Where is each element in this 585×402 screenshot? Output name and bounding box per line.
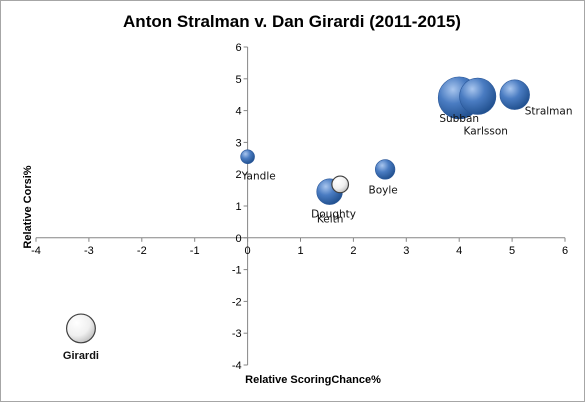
data-label-girardi: Girardi xyxy=(63,350,99,362)
y-tick-label: 4 xyxy=(235,106,241,118)
x-tick-label: 0 xyxy=(245,245,251,257)
x-tick-label: 3 xyxy=(403,245,409,257)
bubble-girardi[interactable] xyxy=(65,313,96,344)
data-label-subban: Subban xyxy=(439,113,479,125)
chart-title: Anton Stralman v. Dan Girardi (2011-2015… xyxy=(123,12,461,31)
data-label-boyle: Boyle xyxy=(369,184,398,196)
data-label-doughty: Doughty xyxy=(311,209,356,221)
bubble-keith[interactable] xyxy=(331,175,350,194)
y-axis-title: Relative Corsi% xyxy=(22,165,34,248)
y-tick-label: -3 xyxy=(232,328,242,340)
y-tick-label: -2 xyxy=(232,296,242,308)
data-label-stralman: Stralman xyxy=(525,106,573,118)
data-label-karlsson: Karlsson xyxy=(464,125,508,137)
bubble-yandle[interactable] xyxy=(240,149,255,164)
x-axis-title: Relative ScoringChance% xyxy=(245,374,381,386)
y-tick-label: 3 xyxy=(235,137,241,149)
bubbles-layer xyxy=(65,76,530,344)
data-label-yandle: Yandle xyxy=(241,171,276,183)
y-tick-label: -1 xyxy=(232,265,242,277)
x-tick-label: 4 xyxy=(456,245,462,257)
data-label-keith: Keith xyxy=(317,213,344,225)
y-tick-label: 0 xyxy=(235,233,241,245)
x-tick-label: -3 xyxy=(84,245,94,257)
x-tick-label: 2 xyxy=(350,245,356,257)
x-tick-label: -2 xyxy=(137,245,147,257)
bubble-boyle[interactable] xyxy=(375,159,396,180)
x-tick-label: 5 xyxy=(509,245,515,257)
bubble-karlsson[interactable] xyxy=(459,77,497,115)
x-tick-label: -4 xyxy=(31,245,41,257)
bubble-stralman[interactable] xyxy=(499,79,530,110)
y-tick-label: -4 xyxy=(232,360,242,372)
y-tick-label: 5 xyxy=(235,74,241,86)
x-tick-label: 6 xyxy=(562,245,568,257)
y-tick-label: 1 xyxy=(235,201,241,213)
x-tick-label: -1 xyxy=(190,245,200,257)
y-tick-label: 2 xyxy=(235,169,241,181)
y-tick-label: 6 xyxy=(235,42,241,54)
x-tick-label: 1 xyxy=(297,245,303,257)
